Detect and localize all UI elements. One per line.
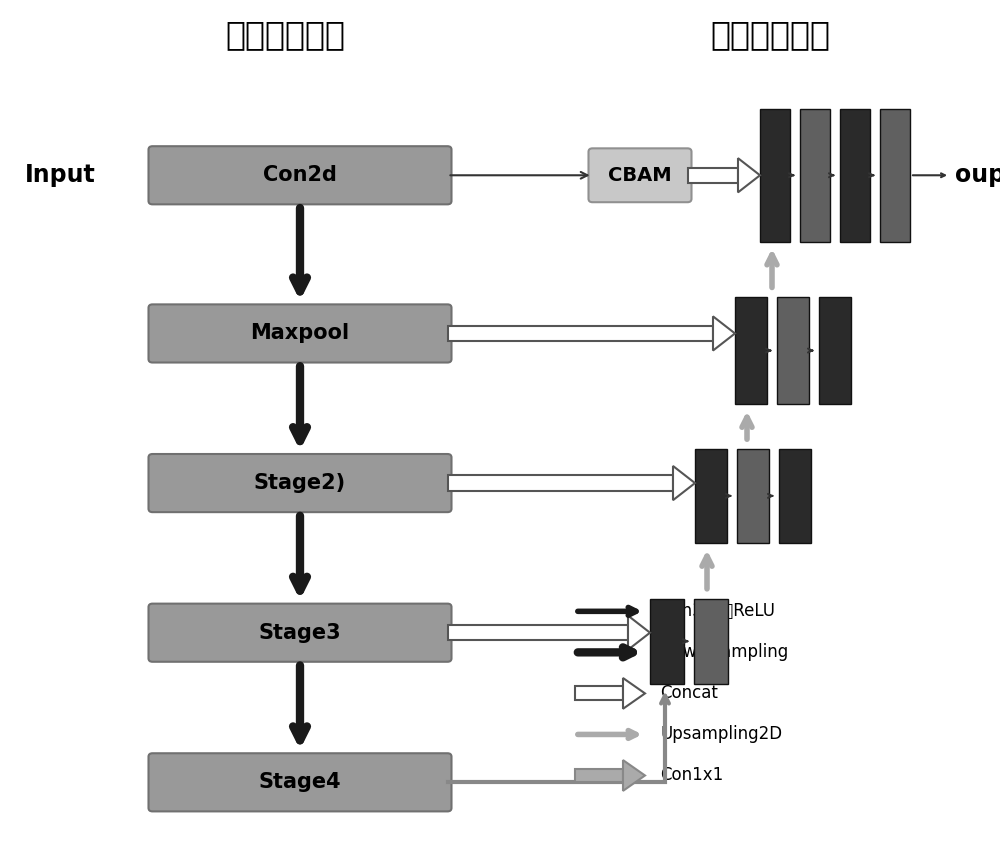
- Bar: [777, 298, 809, 404]
- Text: Stage2): Stage2): [254, 473, 346, 493]
- Polygon shape: [623, 760, 645, 791]
- FancyBboxPatch shape: [148, 304, 452, 363]
- FancyBboxPatch shape: [148, 454, 452, 512]
- Text: Con3x3，ReLU: Con3x3，ReLU: [660, 602, 775, 621]
- Polygon shape: [628, 616, 650, 650]
- Bar: [735, 298, 767, 404]
- Bar: [737, 449, 769, 543]
- Polygon shape: [673, 466, 695, 500]
- Bar: [575, 687, 623, 700]
- Text: Maxpool: Maxpool: [250, 323, 350, 344]
- Bar: [695, 449, 727, 543]
- FancyBboxPatch shape: [148, 146, 452, 204]
- Bar: [800, 109, 830, 241]
- Bar: [694, 598, 728, 684]
- Text: Stage3: Stage3: [259, 622, 341, 643]
- Bar: [448, 475, 673, 491]
- Text: Con2d: Con2d: [263, 165, 337, 186]
- Bar: [448, 326, 713, 341]
- Text: Upsampling2D: Upsampling2D: [660, 725, 782, 744]
- FancyBboxPatch shape: [588, 149, 692, 202]
- Text: CBAM: CBAM: [608, 166, 672, 185]
- Bar: [575, 769, 623, 782]
- Text: Concat: Concat: [660, 684, 718, 703]
- Polygon shape: [623, 678, 645, 709]
- Bar: [688, 168, 738, 183]
- Text: 特征加强网络: 特征加强网络: [710, 18, 830, 50]
- FancyBboxPatch shape: [148, 753, 452, 811]
- Text: ouput: ouput: [955, 163, 1000, 187]
- Text: Stage4: Stage4: [259, 772, 341, 793]
- Text: Down sampling: Down sampling: [660, 643, 788, 662]
- Polygon shape: [738, 158, 760, 192]
- Polygon shape: [713, 316, 735, 351]
- Bar: [880, 109, 910, 241]
- Bar: [819, 298, 851, 404]
- Bar: [840, 109, 870, 241]
- Bar: [760, 109, 790, 241]
- Bar: [448, 625, 628, 640]
- Text: Input: Input: [25, 163, 96, 187]
- FancyBboxPatch shape: [148, 604, 452, 662]
- Text: 主干提取网络: 主干提取网络: [225, 18, 345, 50]
- Text: Con1x1: Con1x1: [660, 766, 723, 785]
- Bar: [650, 598, 684, 684]
- Bar: [779, 449, 811, 543]
